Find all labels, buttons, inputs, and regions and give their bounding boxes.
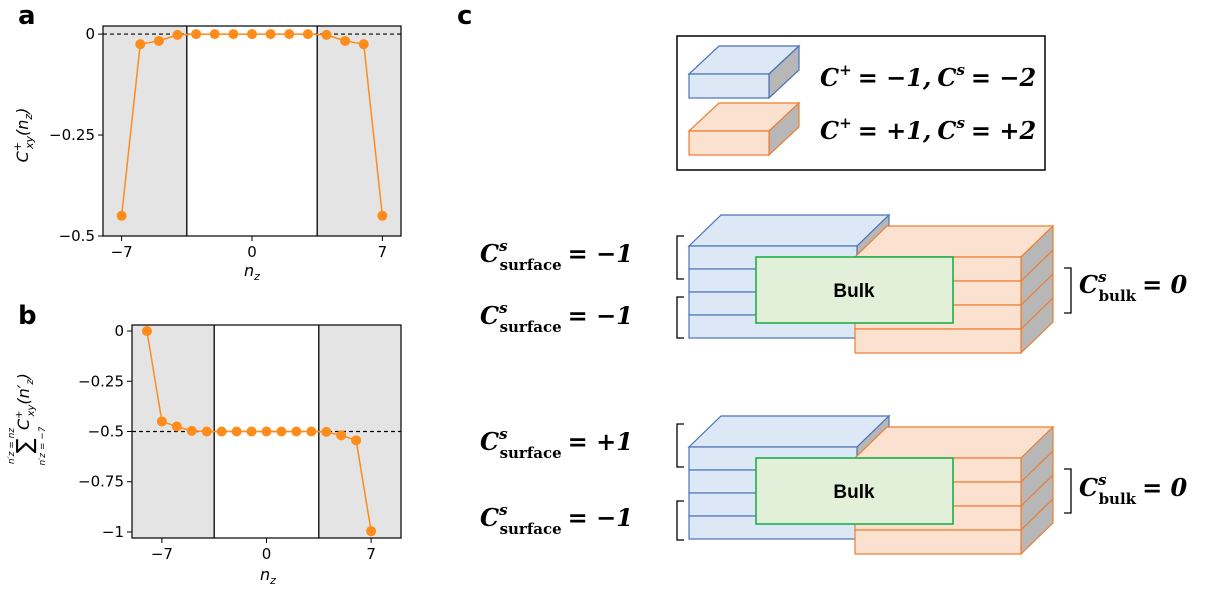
- panel-letter-a: a: [18, 1, 36, 31]
- data-point: [302, 29, 313, 40]
- data-point: [291, 426, 302, 437]
- data-point: [153, 35, 164, 46]
- bracket-bottom-upper: [676, 423, 684, 468]
- y-tick-label: −0.5: [88, 423, 124, 441]
- data-point: [116, 210, 127, 221]
- data-point: [171, 421, 182, 432]
- x-tick-label: 0: [262, 545, 272, 563]
- series-line: [146, 330, 372, 532]
- panel-letter-c: c: [457, 1, 472, 31]
- x-axis-label: nz: [260, 565, 276, 587]
- legend-entry-blue: C+ = −1, Cs = −2: [820, 61, 1036, 92]
- y-tick-label: −0.75: [78, 473, 124, 491]
- top-surface-label-lower: Cs surface = −1: [480, 299, 633, 336]
- y-axis-label: C+xy(nz): [11, 108, 36, 163]
- slab-layer: [854, 328, 1022, 354]
- bracket-bottom-lower: [676, 500, 684, 541]
- slab-diagram-bottom: Bulk: [687, 414, 1055, 556]
- data-point: [135, 39, 146, 50]
- data-point: [336, 430, 347, 441]
- sum-lower-limit: n′z = −7: [38, 426, 48, 465]
- shaded-region-0: [103, 26, 187, 236]
- bottom-surface-label-upper: Cs surface = +1: [480, 425, 633, 462]
- data-point: [186, 425, 197, 436]
- data-point: [246, 426, 257, 437]
- panel-letter-b: b: [18, 301, 37, 331]
- data-point: [351, 435, 362, 446]
- x-tick-label: −7: [111, 243, 133, 261]
- bracket-bottom-bulk: [1064, 468, 1072, 514]
- data-point: [216, 426, 227, 437]
- data-point: [261, 426, 272, 437]
- bottom-surface-label-lower: Cs surface = −1: [480, 501, 633, 538]
- x-tick-label: 0: [247, 243, 257, 261]
- data-point: [306, 426, 317, 437]
- legend-swatch-blue: [687, 44, 801, 100]
- y-tick-label: 0: [114, 322, 124, 340]
- chart-panel-a: −7 0 7 0 −0.25 −0.5 nz C+xy(nz): [11, 25, 402, 283]
- slab-diagram-top: Bulk: [687, 213, 1055, 355]
- data-point: [231, 426, 242, 437]
- data-point: [377, 210, 388, 221]
- legend-swatch-orange: [687, 101, 801, 157]
- sum-upper-limit: n′z = nz: [7, 428, 17, 464]
- top-surface-label-upper: Cs surface = −1: [480, 237, 633, 274]
- data-point: [340, 35, 351, 46]
- x-tick-label: −7: [151, 545, 173, 563]
- data-point: [321, 426, 332, 437]
- y-tick-label: −0.25: [49, 126, 95, 144]
- bracket-top-upper: [676, 235, 684, 280]
- bulk-box: [755, 457, 954, 525]
- bulk-label: Bulk: [833, 281, 875, 302]
- data-point: [191, 29, 202, 40]
- data-point: [284, 29, 295, 40]
- data-point: [265, 29, 276, 40]
- data-point: [156, 416, 167, 427]
- data-point: [358, 39, 369, 50]
- legend-entry-orange: C+ = +1, Cs = +2: [820, 114, 1036, 145]
- slab-layer: [854, 529, 1022, 555]
- data-point: [228, 29, 239, 40]
- data-point: [247, 29, 257, 40]
- bulk-box: [755, 256, 954, 324]
- data-point: [172, 29, 183, 40]
- data-point: [321, 29, 332, 40]
- sum-symbol: ∑: [13, 438, 38, 453]
- y-tick-label: −0.5: [59, 227, 95, 245]
- y-axis-label: n′z = nz ∑ n′z = −7 C+xy(n′z): [7, 373, 48, 465]
- x-tick-label: 7: [366, 545, 376, 563]
- y-tick-label: 0: [85, 25, 95, 43]
- x-tick-label: 7: [378, 243, 388, 261]
- top-bulk-label: Cs bulk = 0: [1079, 268, 1188, 305]
- y-tick-label: −1: [102, 523, 124, 541]
- diagram-bottom-labels: Cs surface = +1 Cs surface = −1 Cs bulk = 0: [480, 423, 1188, 541]
- diagram-top-labels: Cs surface = −1 Cs surface = −1 Cs bulk = 0: [480, 235, 1188, 339]
- legend-box: C+ = −1, Cs = −2 C+ = +1, Cs = +2: [676, 35, 1046, 171]
- bracket-top-bulk: [1064, 267, 1072, 314]
- data-point: [209, 29, 220, 40]
- chart-panel-b: −7 0 7 0 −0.25 −0.5 −0.75 −1 nz n′z = nz ∑ n′z …: [7, 322, 402, 587]
- shaded-region-1: [317, 26, 401, 236]
- data-point: [366, 526, 377, 537]
- y-tick-label: −0.25: [78, 372, 124, 390]
- data-point: [141, 326, 152, 337]
- bottom-bulk-label: Cs bulk = 0: [1079, 471, 1188, 508]
- bracket-top-lower: [676, 296, 684, 339]
- data-point: [201, 426, 212, 437]
- bulk-label: Bulk: [833, 482, 875, 503]
- sum-term: C+xy(n′z): [14, 373, 37, 430]
- data-point: [276, 426, 287, 437]
- x-axis-label: nz: [244, 261, 260, 283]
